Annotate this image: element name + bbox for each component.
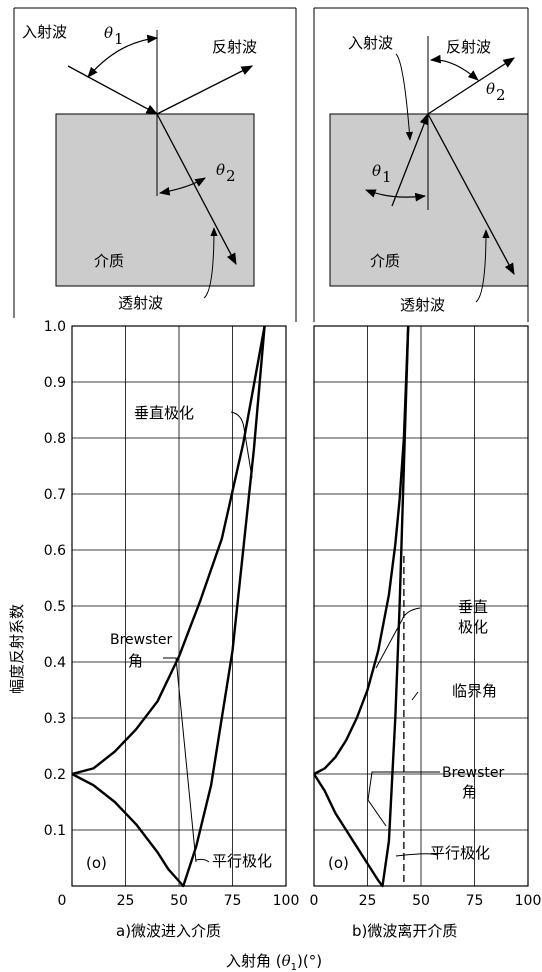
grid-left bbox=[71, 325, 287, 886]
reflected-wave-label-right: 反射波 bbox=[446, 38, 491, 56]
x-tick-label-left-25: 25 bbox=[117, 893, 135, 909]
theta2-subscript-right: 2 bbox=[496, 86, 506, 104]
theta1-subscript-left: 1 bbox=[114, 30, 124, 48]
x-tick-label-right-0: 0 bbox=[310, 893, 319, 909]
y-axis-label: 幅度反射系数 bbox=[8, 604, 26, 694]
caption-left: a)微波进入介质 bbox=[116, 922, 221, 940]
y-tick-label-1.0: 1.0 bbox=[44, 319, 66, 335]
transmitted-wave-label-left: 透射波 bbox=[118, 294, 163, 312]
origin-label-left: (o) bbox=[86, 854, 107, 872]
series-line-left-perpendicular bbox=[71, 325, 266, 776]
caption-right: b)微波离开介质 bbox=[352, 922, 457, 940]
brewster-label-right-line2: 角 bbox=[462, 783, 477, 801]
x-tick-label-right-25: 25 bbox=[359, 893, 377, 909]
theta1-symbol-left: θ bbox=[104, 24, 113, 42]
annotation-leaders-right bbox=[367, 607, 440, 857]
series-line-left-parallel bbox=[71, 325, 266, 888]
brewster-label-left-line2: 角 bbox=[128, 652, 143, 670]
y-tick-label-0.7: 0.7 bbox=[44, 487, 66, 503]
theta1-arc-left bbox=[87, 34, 159, 78]
y-tick-label-0.9: 0.9 bbox=[44, 375, 66, 391]
incident-wave-label-left: 入射波 bbox=[22, 23, 67, 41]
medium-block-left bbox=[55, 113, 255, 287]
series-line-right-parallel bbox=[312, 325, 410, 888]
theta2-subscript-left: 2 bbox=[226, 167, 236, 185]
incident-wave-label-right: 入射波 bbox=[348, 34, 393, 52]
theta2-symbol-left: θ bbox=[216, 161, 225, 179]
transmitted-ray-right bbox=[427, 113, 515, 276]
y-tick-label-0.6: 0.6 bbox=[44, 543, 66, 559]
parallel-polarization-label-left: 平行极化 bbox=[212, 852, 272, 870]
theta2-arc-right bbox=[429, 54, 479, 81]
incident-ray-left bbox=[67, 65, 159, 115]
parallel-polarization-label-right: 平行极化 bbox=[430, 844, 490, 862]
medium-block-right bbox=[329, 113, 529, 287]
theta2-arc-left bbox=[158, 177, 206, 196]
incidence-diagram-right: 入射波 反射波 介质 透射波 θ 1 θ 2 bbox=[313, 7, 529, 322]
x-axis-label: 入射角 (θ1)(°) bbox=[226, 952, 322, 972]
reflection-chart-right: 0 25 50 75 100 bbox=[310, 325, 542, 909]
origin-label-right: (o) bbox=[328, 854, 349, 872]
x-tick-label-right-50: 50 bbox=[412, 893, 430, 909]
medium-label-left: 介质 bbox=[94, 252, 124, 270]
perpendicular-polarization-label-left: 垂直极化 bbox=[134, 404, 194, 422]
x-tick-label-left-75: 75 bbox=[224, 893, 242, 909]
reflected-wave-label-left: 反射波 bbox=[212, 38, 257, 56]
medium-label-right: 介质 bbox=[370, 252, 400, 270]
theta1-arc-right bbox=[364, 189, 427, 202]
x-tick-label-right-100: 100 bbox=[515, 893, 542, 909]
y-tick-label-0.4: 0.4 bbox=[44, 655, 66, 671]
y-tick-label-0.2: 0.2 bbox=[44, 767, 66, 783]
y-axis-tick-labels: 0.1 0.2 0.3 0.4 0.5 0.6 0.7 0.8 0.9 1.0 bbox=[44, 319, 66, 839]
x-tick-label-left-50: 50 bbox=[170, 893, 188, 909]
reflected-ray-left bbox=[156, 65, 254, 115]
brewster-label-left-line1: Brewster bbox=[110, 632, 173, 648]
annotation-leaders-left bbox=[163, 411, 253, 863]
y-tick-label-0.8: 0.8 bbox=[44, 431, 66, 447]
perpendicular-polarization-label-right-line2: 极化 bbox=[458, 618, 488, 636]
incidence-diagram-left: 入射波 反射波 介质 透射波 θ 1 θ 2 bbox=[13, 7, 297, 322]
y-tick-label-0.3: 0.3 bbox=[44, 711, 66, 727]
reflection-chart-left: 0 25 50 75 100 bbox=[58, 325, 300, 909]
x-tick-label-left-100: 100 bbox=[273, 893, 300, 909]
theta1-subscript-right: 1 bbox=[382, 168, 392, 186]
grid-right bbox=[313, 325, 529, 886]
theta1-symbol-right: θ bbox=[372, 162, 381, 180]
reflected-ray-right bbox=[427, 57, 515, 115]
perpendicular-polarization-label-right-line1: 垂直 bbox=[458, 598, 488, 616]
transmitted-wave-label-right: 透射波 bbox=[400, 296, 445, 314]
critical-angle-label: 临界角 bbox=[452, 682, 497, 700]
brewster-label-right-line1: Brewster bbox=[442, 765, 505, 781]
y-tick-label-0.5: 0.5 bbox=[44, 599, 66, 615]
x-tick-label-left-0: 0 bbox=[58, 893, 67, 909]
y-tick-label-0.1: 0.1 bbox=[44, 823, 66, 839]
theta2-symbol-right: θ bbox=[486, 80, 495, 98]
x-tick-label-right-75: 75 bbox=[466, 893, 484, 909]
series-line-right-perpendicular bbox=[313, 325, 410, 776]
